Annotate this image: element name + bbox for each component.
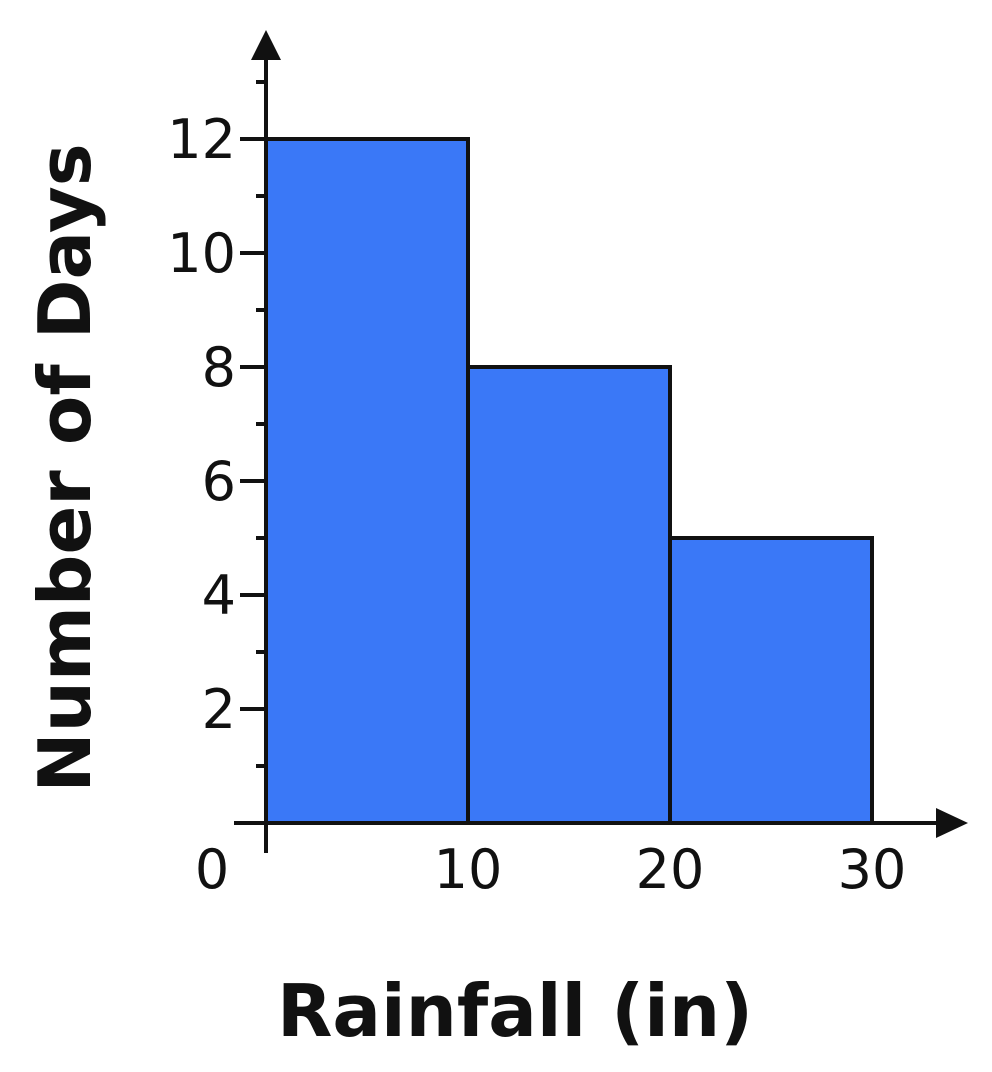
y-tick-label: 8 [202,336,236,399]
histogram-bar-3 [668,536,874,825]
y-tick-label: 12 [167,108,236,171]
axes-layer [234,30,968,853]
x-axis-title: Rainfall (in) [277,969,753,1053]
x-tick-label: 10 [434,838,503,901]
histogram-bar-2 [466,365,672,825]
y-axis-arrow-icon [251,30,281,60]
labels-layer: 2 4 6 8 10 12 0 10 20 30 [167,108,906,901]
bars-layer [264,137,874,825]
x-axis-arrow-icon [936,808,968,838]
x-tick-label: 20 [636,838,705,901]
y-tick-label: 4 [202,564,236,627]
histogram-bar-1 [264,137,470,825]
y-tick-label: 10 [167,222,236,285]
y-axis-title: Number of Days [23,143,107,792]
y-tick-label: 6 [202,450,236,513]
x-tick-label: 30 [838,838,907,901]
x-tick-label: 0 [195,838,229,901]
y-tick-label: 2 [202,678,236,741]
